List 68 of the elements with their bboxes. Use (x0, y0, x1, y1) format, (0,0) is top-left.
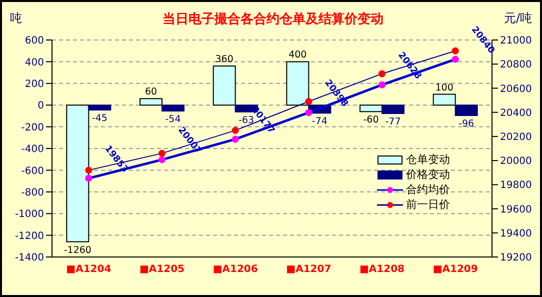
data-label: -74 (312, 116, 328, 128)
chart-title: 当日电子撮合各合约仓单及结算价变动 (162, 12, 384, 27)
y-tick-label: -200 (21, 122, 44, 134)
point (378, 70, 386, 78)
x-tick-label: ■A1207 (286, 264, 332, 276)
y2-tick-label: 19400 (500, 228, 532, 240)
bar (360, 104, 382, 112)
y2-axis-title: 元/吨 (504, 10, 532, 27)
legend-label: 价格变动 (406, 167, 450, 182)
legend-label: 前一日价 (406, 197, 450, 212)
bar (88, 104, 112, 110)
y-tick-label: 200 (24, 78, 44, 90)
bar (286, 61, 310, 106)
legend-label: 合约均价 (406, 182, 450, 197)
x-tick-label: ■A1209 (432, 264, 478, 276)
y2-tick-label: 19800 (500, 180, 532, 192)
y2-tick-label: 20400 (500, 108, 532, 119)
bar (432, 94, 456, 106)
y-tick-label: -1000 (14, 209, 44, 220)
legend-label: 仓单变动 (406, 152, 450, 167)
y2-tick-label: 19600 (500, 204, 532, 216)
y-tick-label: -600 (21, 166, 44, 177)
bar (212, 66, 236, 106)
y-tick-label: 600 (24, 36, 44, 47)
y-tick-label: 0 (38, 100, 44, 112)
data-label: 100 (435, 82, 454, 94)
point (232, 136, 239, 143)
data-label: -63 (238, 114, 254, 126)
point (305, 98, 312, 105)
point (305, 109, 312, 116)
point (452, 56, 459, 63)
data-label: -54 (165, 114, 181, 125)
y2-tick-label: 20200 (500, 132, 532, 143)
bar (140, 98, 162, 106)
data-label: -77 (385, 116, 401, 128)
y-tick-label: -1200 (14, 230, 44, 242)
point (158, 156, 166, 164)
bar (382, 104, 404, 114)
y-axis-title: 吨 (10, 10, 22, 27)
data-label: 60 (144, 86, 158, 98)
bar (162, 104, 184, 112)
data-label: -96 (458, 118, 474, 130)
data-label: -1260 (64, 244, 92, 256)
y-tick-label: -800 (21, 187, 44, 198)
y2-tick-label: 21000 (500, 36, 532, 47)
y2-tick-label: 20600 (500, 84, 532, 95)
x-tick-label: ■A1204 (66, 264, 112, 276)
y-tick-label: -400 (21, 144, 44, 156)
point (85, 174, 92, 182)
data-label: -60 (363, 114, 379, 126)
bar (66, 104, 90, 242)
point (452, 47, 459, 54)
point (378, 81, 386, 88)
y-tick-label: 400 (24, 57, 44, 68)
data-label: -45 (92, 112, 108, 124)
point (232, 126, 239, 134)
y2-tick-label: 20000 (500, 156, 532, 168)
y-tick-label: -1400 (14, 252, 44, 264)
x-tick-label: ■A1208 (359, 264, 405, 276)
point (85, 166, 92, 174)
bar (454, 104, 478, 116)
x-tick-label: ■A1205 (139, 264, 185, 276)
point (158, 150, 166, 157)
data-label: 400 (288, 50, 307, 61)
y2-tick-label: 20800 (500, 60, 532, 71)
data-label: 360 (215, 54, 234, 66)
x-tick-label: ■A1206 (212, 264, 258, 276)
y2-tick-label: 19200 (500, 252, 532, 264)
